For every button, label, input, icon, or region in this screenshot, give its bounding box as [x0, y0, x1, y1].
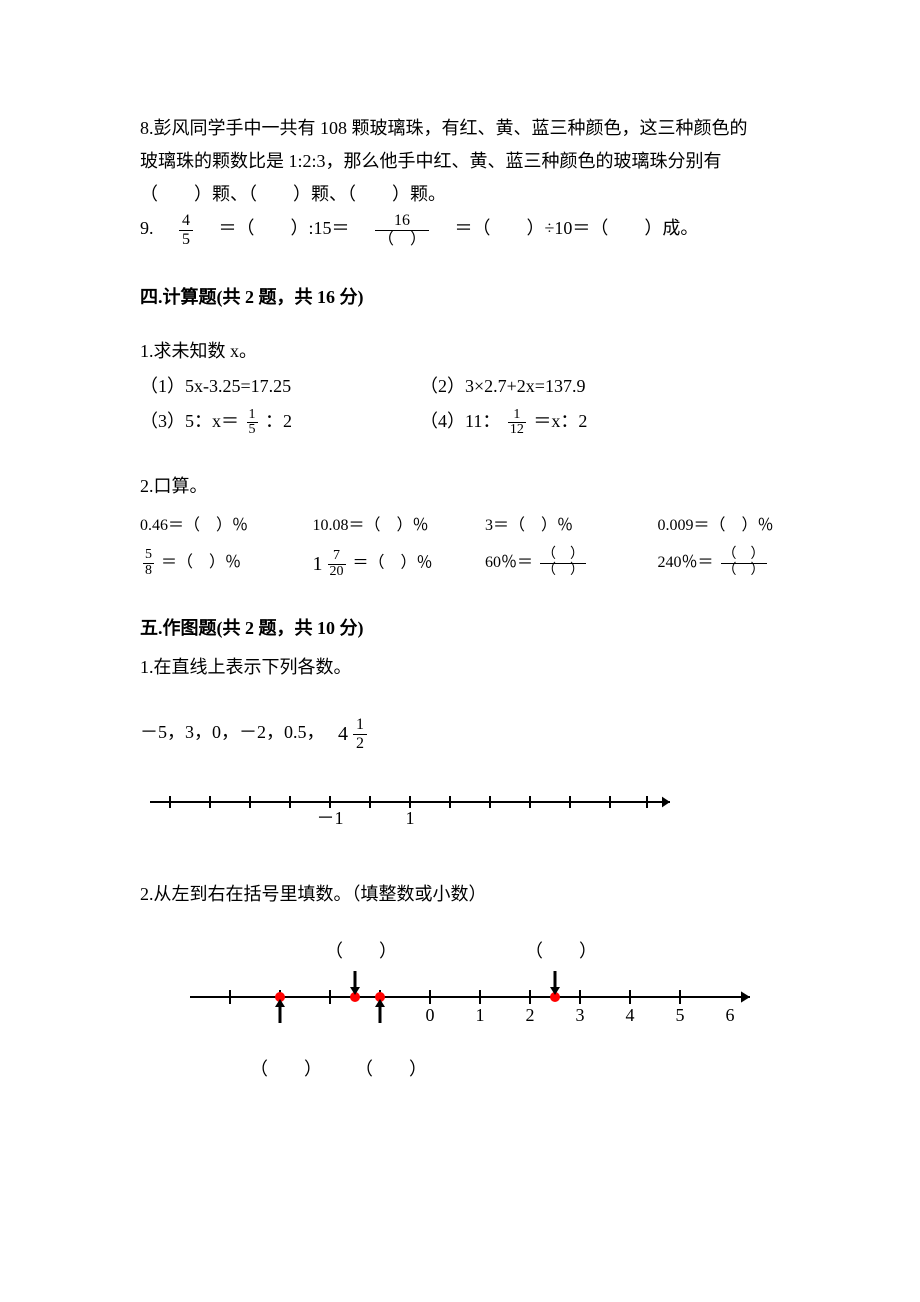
nl2-top-bracket-1: （ ）	[525, 937, 597, 966]
mc8-frac: （ ） （ ）	[721, 548, 767, 578]
s4-eq4-frac: 1 12	[508, 408, 526, 438]
mc6-whole: 1	[313, 548, 323, 580]
mc-cell-5: 5 8 ＝（ ）％	[140, 548, 303, 580]
mc7-prefix: 60％＝	[485, 554, 533, 571]
mc-cell-7: 60％＝ （ ） （ ）	[485, 548, 648, 580]
s4-eq3-num: 1	[247, 408, 258, 424]
mc6-frac: 7 20	[328, 549, 346, 579]
mc7-frac: （ ） （ ）	[540, 548, 586, 578]
s4-eq-row1: （1）5x-3.25=17.25 （2）3×2.7+2x=137.9	[140, 372, 820, 401]
s4-eq3-den: 5	[247, 423, 258, 438]
mc-cell-1: 0.46＝（ ）％	[140, 513, 303, 539]
q9-part2: ＝（ ）÷10＝（ ）成。	[437, 219, 699, 239]
q8-line1: 8.彭风同学手中一共有 108 颗玻璃珠，有红、黄、蓝三种颜色，这三种颜色的	[140, 114, 820, 143]
mental-calc-grid: 0.46＝（ ）％ 10.08＝（ ）％ 3＝（ ）％ 0.009＝（ ）％ 5…	[140, 513, 820, 581]
q9: 9. 4 5 ＝（ ）:15＝ 16 （ ） ＝（ ）÷10＝（ ）成。	[140, 212, 820, 248]
mc8-den: （ ）	[721, 564, 767, 579]
s4-eq-row2: （3）5：x＝ 1 5 ：2 （4）11： 1 12 ＝x：2	[140, 407, 820, 438]
s5-q1-frac-den: 2	[353, 735, 367, 753]
q9-prefix: 9.	[140, 219, 172, 239]
mc-cell-4: 0.009＝（ ）％	[658, 513, 821, 539]
mc8-prefix: 240％＝	[658, 554, 714, 571]
s5-q1-frac-num: 1	[353, 716, 367, 735]
q8-line2: 玻璃珠的颗数比是 1:2:3，那么他手中红、黄、蓝三种颜色的玻璃珠分别有	[140, 147, 820, 176]
section4-title: 四.计算题(共 2 题，共 16 分)	[140, 283, 820, 312]
mc-cell-8: 240％＝ （ ） （ ）	[658, 548, 821, 580]
q9-frac2-den: （ ）	[375, 231, 429, 249]
mc6-suffix: ＝（ ）％	[353, 555, 433, 572]
svg-text:1: 1	[476, 1005, 485, 1025]
s5-q1-frac: 1 2	[353, 716, 367, 752]
number-line-1: －1 1	[150, 782, 820, 846]
s5-q1-title: 1.在直线上表示下列各数。	[140, 653, 820, 682]
nl2-bottom-bracket-0: （ ）	[250, 1055, 322, 1084]
mc-cell-3: 3＝（ ）％	[485, 513, 648, 539]
nl2-bottom-bracket-1: （ ）	[355, 1055, 427, 1084]
s4-eq2: （2）3×2.7+2x=137.9	[420, 372, 820, 401]
s4-eq4-num: 1	[508, 408, 526, 424]
s5-q1-numbers-prefix: －5，3，0，－2，0.5，	[140, 722, 334, 742]
mc-cell-2: 10.08＝（ ）％	[313, 513, 476, 539]
s5-q1-mixed: 4 1 2	[338, 716, 370, 752]
mc5-suffix: ＝（ ）％	[161, 554, 241, 571]
q9-frac2-num: 16	[375, 212, 429, 231]
mc5-frac: 5 8	[143, 548, 154, 578]
mc7-num: （ ）	[540, 548, 586, 564]
q9-frac1-den: 5	[179, 231, 193, 249]
svg-text:3: 3	[576, 1005, 585, 1025]
mc6-num: 7	[328, 549, 346, 565]
s4-eq1: （1）5x-3.25=17.25	[140, 372, 420, 401]
mc8-num: （ ）	[721, 548, 767, 564]
q9-fraction-2: 16 （ ）	[375, 212, 429, 248]
section5-title: 五.作图题(共 2 题，共 10 分)	[140, 614, 820, 643]
s5-q2-title: 2.从左到右在括号里填数。（填整数或小数）	[140, 880, 820, 909]
s4-eq4-prefix: （4）11：	[420, 411, 500, 431]
mc7-den: （ ）	[540, 564, 586, 579]
s4-eq4-den: 12	[508, 423, 526, 438]
s5-q1-whole: 4	[338, 718, 348, 750]
svg-text:6: 6	[726, 1005, 735, 1025]
s5-q1-numbers: －5，3，0，－2，0.5， 4 1 2	[140, 716, 820, 752]
mc5-den: 8	[143, 564, 154, 579]
svg-text:0: 0	[426, 1005, 435, 1025]
s4-eq3-prefix: （3）5：x＝	[140, 411, 239, 431]
svg-text:2: 2	[526, 1005, 535, 1025]
s4-eq3-frac: 1 5	[247, 408, 258, 438]
svg-text:5: 5	[676, 1005, 685, 1025]
q9-frac1-num: 4	[179, 212, 193, 231]
s4-eq4: （4）11： 1 12 ＝x：2	[420, 407, 820, 438]
s4-eq4-suffix: ＝x：2	[533, 411, 587, 431]
mc6-mixed: 1 7 20	[313, 548, 349, 580]
nl2-top-bracket-0: （ ）	[325, 937, 397, 966]
q8-line3: （ ）颗、（ ）颗、（ ）颗。	[140, 180, 820, 209]
s4-q2-title: 2.口算。	[140, 472, 820, 501]
s4-eq3: （3）5：x＝ 1 5 ：2	[140, 407, 420, 438]
s4-q1-title: 1.求未知数 x。	[140, 337, 820, 366]
mc6-den: 20	[328, 565, 346, 580]
mc5-num: 5	[143, 548, 154, 564]
mc-cell-6: 1 7 20 ＝（ ）％	[313, 548, 476, 580]
svg-text:1: 1	[406, 808, 415, 828]
q9-fraction-1: 4 5	[179, 212, 193, 248]
svg-text:4: 4	[626, 1005, 635, 1025]
s4-eq3-suffix: ：2	[265, 411, 292, 431]
number-line-2: 0 1 2 3 4 5 6 （ ） （ ） （ ） （ ）	[190, 937, 820, 1087]
svg-text:－1: －1	[317, 808, 344, 828]
q9-part1: ＝（ ）:15＝	[201, 219, 368, 239]
